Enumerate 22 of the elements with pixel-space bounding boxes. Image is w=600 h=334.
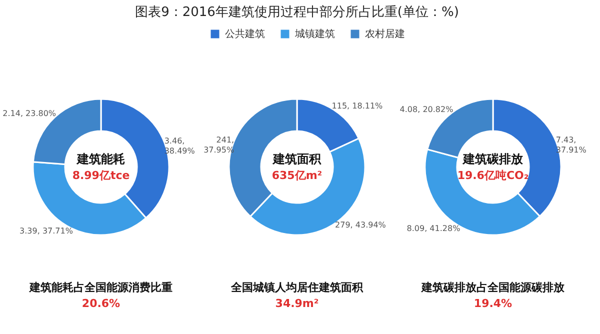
legend-label: 城镇建筑: [294, 28, 335, 40]
text: 建筑能耗: [76, 152, 125, 166]
text: 建筑碳排放占全国能源碳排放: [420, 281, 566, 294]
text: 全国城镇人均居住建筑面积: [230, 281, 364, 294]
data-label: 8.09, 41.28%: [406, 224, 461, 233]
data-label: 2.14, 23.80%: [2, 109, 56, 118]
text: 19.4%: [474, 297, 512, 310]
data-label: 279, 43.94%: [335, 220, 386, 230]
text: 建筑碳排放: [462, 152, 524, 166]
data-label: 3.39, 37.71%: [20, 226, 74, 236]
legend-label: 农村居建: [365, 28, 405, 40]
legend-label: 公共建筑: [225, 28, 265, 40]
text: 34.9m²: [275, 297, 319, 310]
text: 8.99亿tce: [72, 169, 130, 182]
chart-title: 图表9：2016年建筑使用过程中部分所占比重(单位：%): [135, 5, 459, 20]
data-label: 4.08, 20.82%: [400, 104, 454, 114]
text: 19.6亿吨CO₂: [457, 169, 529, 182]
text: 635亿m²: [272, 169, 322, 182]
text: 建筑能耗占全国能源消费比重: [28, 281, 172, 294]
text: 建筑面积: [272, 152, 322, 166]
data-label: 115, 18.11%: [332, 101, 384, 110]
text: 20.6%: [82, 297, 120, 310]
